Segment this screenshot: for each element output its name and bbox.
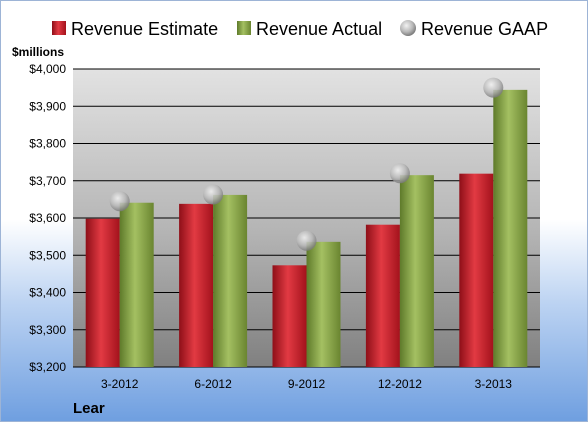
y-tick-label: $3,700	[29, 174, 66, 188]
gaap-marker	[483, 77, 504, 98]
actual-bar	[119, 202, 154, 367]
company-label: Lear	[73, 400, 105, 417]
y-tick-label: $3,800	[29, 137, 66, 151]
actual-bar	[306, 241, 341, 367]
y-axis-ticks: $3,200 $3,300 $3,400 $3,500 $3,600 $3,700 $3,8…	[29, 62, 66, 374]
legend-actual-swatch	[237, 21, 251, 35]
y-tick-label: $3,200	[29, 360, 66, 374]
estimate-bar	[272, 265, 307, 367]
y-tick-label: $4,000	[29, 62, 66, 76]
x-axis-ticks: 3-2012 6-2012 9-2012 12-2012 3-2013	[101, 377, 512, 391]
y-tick-label: $3,600	[29, 211, 66, 225]
estimate-bar	[365, 224, 400, 367]
gaap-marker	[296, 230, 317, 251]
legend: Revenue Estimate Revenue Actual Revenue …	[52, 19, 548, 39]
gaap-marker	[389, 163, 410, 184]
legend-estimate-swatch	[52, 21, 66, 35]
y-tick-label: $3,400	[29, 286, 66, 300]
estimate-bar	[459, 173, 494, 367]
x-tick-label: 3-2012	[101, 377, 139, 391]
x-tick-label: 6-2012	[194, 377, 232, 391]
y-tick-label: $3,900	[29, 99, 66, 113]
x-tick-label: 12-2012	[378, 377, 422, 391]
x-tick-label: 3-2013	[475, 377, 513, 391]
actual-bar	[493, 89, 528, 368]
bars	[85, 89, 528, 368]
gaap-marker	[109, 191, 130, 212]
legend-estimate-label: Revenue Estimate	[71, 19, 218, 39]
actual-bar	[399, 175, 434, 367]
legend-gaap-label: Revenue GAAP	[421, 19, 548, 39]
y-axis-unit-label: $millions	[12, 45, 64, 59]
x-tick-label: 9-2012	[288, 377, 326, 391]
estimate-bar	[179, 203, 214, 367]
legend-actual-label: Revenue Actual	[256, 19, 382, 39]
estimate-bar	[85, 218, 120, 367]
gaap-marker	[203, 184, 224, 205]
y-tick-label: $3,500	[29, 248, 66, 262]
legend-gaap-marker	[400, 20, 416, 36]
actual-bar	[213, 194, 248, 367]
y-tick-label: $3,300	[29, 323, 66, 337]
gaap-markers	[109, 77, 504, 251]
